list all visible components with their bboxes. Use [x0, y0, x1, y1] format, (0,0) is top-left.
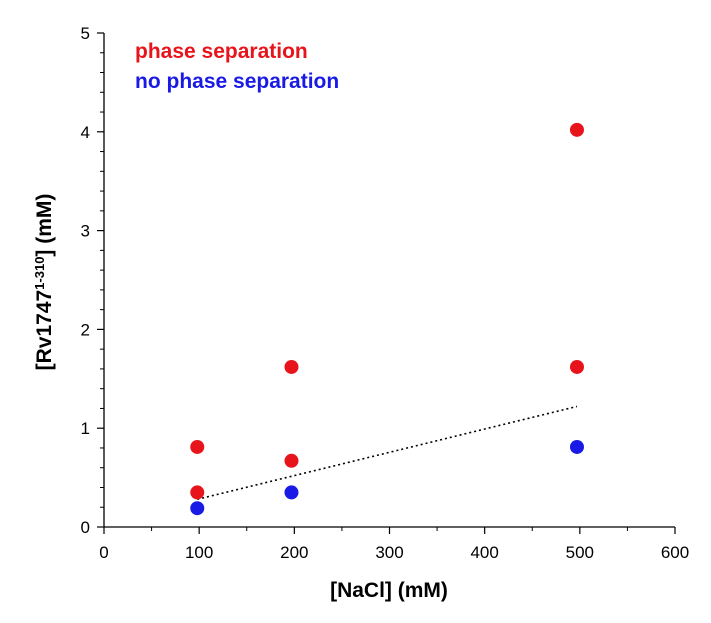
- y-axis-title: [Rv17471-310] (mM): [32, 194, 57, 371]
- no-phase-separation-point: [284, 485, 299, 500]
- legend-entry: phase separation: [135, 40, 308, 63]
- x-tick-label: 400: [470, 543, 498, 562]
- y-tick-label: 0: [81, 518, 90, 537]
- y-axis-title-prefix: [Rv1747: [33, 290, 56, 371]
- phase-separation-point: [569, 359, 584, 374]
- y-tick-label: 3: [81, 222, 90, 241]
- x-tick-label: 200: [280, 543, 308, 562]
- x-tick-label: 100: [185, 543, 213, 562]
- x-tick-label: 600: [661, 543, 689, 562]
- phase-separation-point: [284, 359, 299, 374]
- legend-entry: no phase separation: [135, 70, 339, 93]
- phase-separation-point: [284, 453, 299, 468]
- x-tick-label: 500: [566, 543, 594, 562]
- trendline-layer: [197, 405, 578, 501]
- y-tick-label: 4: [81, 123, 90, 142]
- legend: phase separation no phase separation: [135, 40, 339, 93]
- phase-separation-point: [190, 439, 205, 454]
- trendline: [197, 405, 578, 501]
- no-phase-separation-point: [190, 501, 205, 516]
- data-points: [190, 122, 584, 516]
- x-tick-label: 0: [99, 543, 108, 562]
- x-tick-label: 300: [375, 543, 403, 562]
- y-axis-title-suffix: ] (mM): [33, 194, 56, 257]
- y-tick-label: 5: [81, 24, 90, 43]
- phase-separation-point: [190, 485, 205, 500]
- y-axis-title-superscript: 1-310: [32, 257, 47, 290]
- no-phase-separation-point: [569, 439, 584, 454]
- phase-separation-point: [569, 122, 584, 137]
- y-tick-label: 1: [81, 419, 90, 438]
- x-axis-title: [NaCl] (mM): [330, 579, 448, 602]
- axes: 0 100 200 300 400 500 600 0 1 2 3 4 5: [81, 24, 690, 562]
- y-tick-label: 2: [81, 320, 90, 339]
